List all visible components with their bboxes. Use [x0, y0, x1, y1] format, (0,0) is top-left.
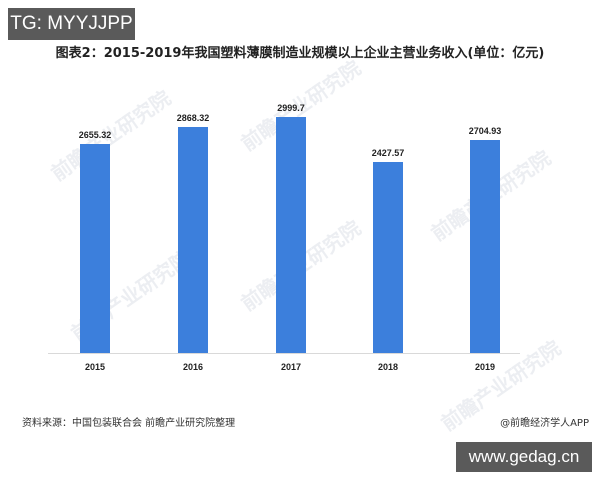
value-label: 2655.32 — [78, 130, 112, 140]
bar-2017 — [276, 117, 306, 353]
value-label: 2868.32 — [176, 113, 210, 123]
x-tick-label: 2018 — [377, 362, 399, 372]
bar-2019 — [470, 140, 500, 353]
overlay-tag: TG: MYYJJPP — [8, 8, 135, 40]
x-tick-label: 2015 — [84, 362, 106, 372]
value-label: 2704.93 — [468, 126, 502, 136]
bar-2015 — [80, 144, 110, 353]
chart-title: 图表2：2015-2019年我国塑料薄膜制造业规模以上企业主营业务收入(单位：亿… — [55, 46, 545, 61]
overlay-site: www.gedag.cn — [456, 442, 592, 472]
value-label: 2427.57 — [371, 148, 405, 158]
bar-2018 — [373, 162, 403, 353]
x-axis-line — [48, 353, 520, 354]
credit-note: @前瞻经济学人APP — [500, 418, 589, 429]
bar-2016 — [178, 127, 208, 353]
source-note: 资料来源：中国包装联合会 前瞻产业研究院整理 — [22, 418, 236, 429]
x-tick-label: 2016 — [182, 362, 204, 372]
x-tick-label: 2019 — [474, 362, 496, 372]
x-tick-label: 2017 — [280, 362, 302, 372]
value-label: 2999.7 — [277, 103, 305, 113]
